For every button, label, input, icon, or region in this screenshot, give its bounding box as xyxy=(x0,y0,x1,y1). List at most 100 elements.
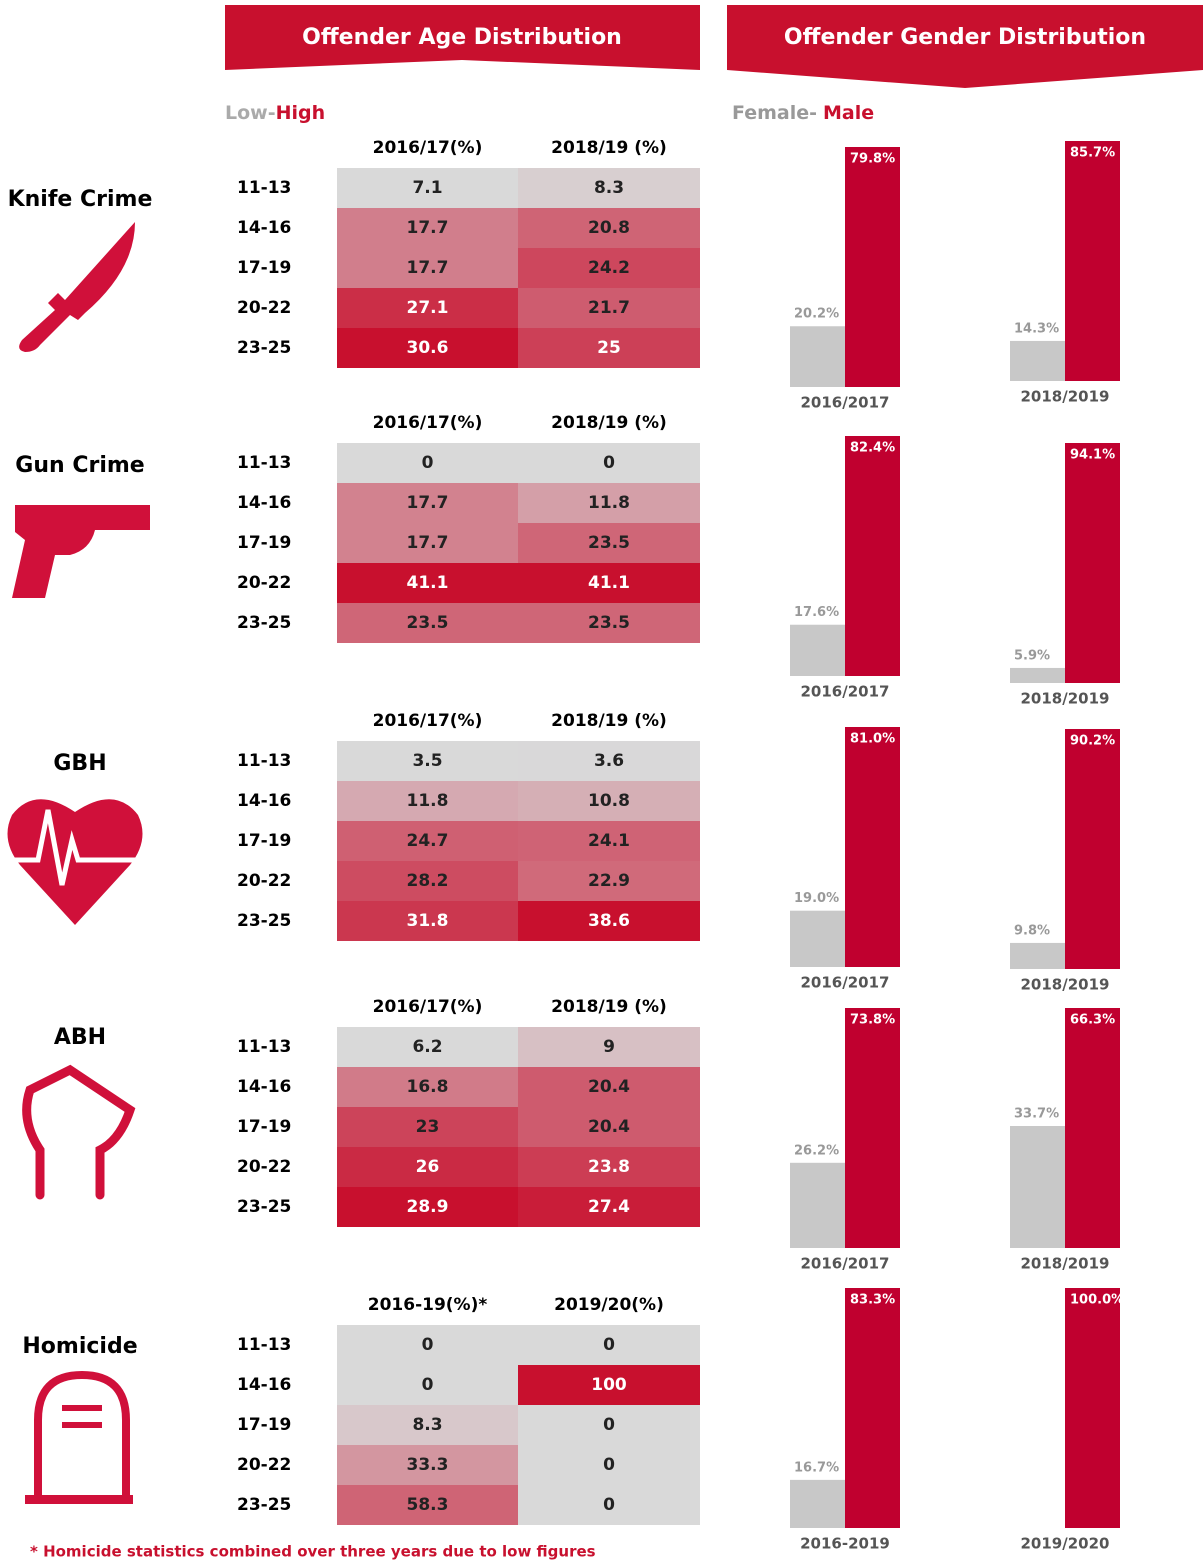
heat-cell xyxy=(518,741,700,781)
column-header: 2018/19 (%) xyxy=(551,138,667,158)
tomb-icon xyxy=(34,1370,130,1495)
column-header: 2016/17(%) xyxy=(373,138,483,158)
pulse-line xyxy=(10,809,145,886)
age-label: 11-13 xyxy=(237,1037,291,1057)
age-label: 20-22 xyxy=(237,573,291,593)
cell-value: 16.8 xyxy=(407,1077,449,1097)
period-label: 2016/2017 xyxy=(801,974,890,992)
heat-cell xyxy=(337,603,518,643)
cell-value: 17.7 xyxy=(407,258,449,278)
cell-value: 8.3 xyxy=(594,178,624,198)
bar-label: 33.7% xyxy=(1014,1107,1059,1122)
age-label: 11-13 xyxy=(237,1335,291,1355)
legend: Low-High xyxy=(225,102,325,124)
age-label: 23-25 xyxy=(237,1197,291,1217)
age-label: 23-25 xyxy=(237,911,291,931)
legend: Female- Male xyxy=(732,102,874,124)
cell-value: 11.8 xyxy=(407,791,449,811)
cell-value: 100 xyxy=(591,1375,627,1395)
bar-label: 9.8% xyxy=(1014,923,1050,938)
cell-value: 24.7 xyxy=(407,831,449,851)
gender-banner xyxy=(727,5,1203,88)
age-label: 17-19 xyxy=(237,258,291,278)
gender-bar xyxy=(1010,1126,1065,1248)
cell-value: 8.3 xyxy=(412,1415,442,1435)
period-label: 2016/2017 xyxy=(801,394,890,412)
heat-cell xyxy=(518,781,700,821)
age-banner xyxy=(225,5,700,70)
cell-value: 7.1 xyxy=(412,178,442,198)
age-label: 17-19 xyxy=(237,533,291,553)
heat-cell xyxy=(518,523,700,563)
heat-cell xyxy=(337,861,518,901)
cell-value: 58.3 xyxy=(407,1495,449,1515)
heat-cell xyxy=(518,168,700,208)
cell-value: 26 xyxy=(416,1157,440,1177)
age-label: 23-25 xyxy=(237,1495,291,1515)
cell-value: 27.4 xyxy=(588,1197,630,1217)
heat-cell xyxy=(337,1027,518,1067)
heat-cell xyxy=(518,1485,700,1525)
heat-cell xyxy=(518,248,700,288)
gender-bar xyxy=(845,727,900,967)
period-label: 2018/2019 xyxy=(1021,690,1110,708)
cell-value: 23.8 xyxy=(588,1157,630,1177)
heat-cell xyxy=(518,1107,700,1147)
bar-label: 20.2% xyxy=(794,307,839,322)
heat-cell xyxy=(337,248,518,288)
gender-bar xyxy=(1010,667,1065,683)
bar-label: 90.2% xyxy=(1070,734,1115,749)
heat-cell xyxy=(518,1325,700,1365)
cell-value: 23.5 xyxy=(588,613,630,633)
tomb-line xyxy=(62,1405,102,1411)
column-header: 2019/20(%) xyxy=(554,1295,664,1315)
age-label: 23-25 xyxy=(237,613,291,633)
cell-value: 25 xyxy=(597,338,621,358)
heat-cell xyxy=(337,781,518,821)
gender-bar xyxy=(845,436,900,676)
gender-bar xyxy=(1065,729,1120,969)
bar-label: 81.0% xyxy=(850,732,895,747)
heat-cell xyxy=(337,208,518,248)
period-label: 2016/2017 xyxy=(801,1255,890,1273)
icons xyxy=(7,222,150,1504)
heat-cell xyxy=(518,483,700,523)
heat-cell xyxy=(337,1405,518,1445)
cell-value: 0 xyxy=(603,1455,615,1475)
age-label: 20-22 xyxy=(237,1455,291,1475)
cell-value: 3.5 xyxy=(412,751,442,771)
legend-high: High xyxy=(276,102,326,124)
heat-cell xyxy=(518,288,700,328)
cell-value: 27.1 xyxy=(407,298,449,318)
heat-cell xyxy=(518,1445,700,1485)
cell-value: 22.9 xyxy=(588,871,630,891)
age-label: 11-13 xyxy=(237,751,291,771)
cell-value: 28.9 xyxy=(407,1197,449,1217)
heat-cell xyxy=(518,1405,700,1445)
age-label: 14-16 xyxy=(237,791,291,811)
cell-value: 11.8 xyxy=(588,493,630,513)
age-label: 17-19 xyxy=(237,1117,291,1137)
bar-label: 100.0% xyxy=(1070,1293,1124,1308)
age-label: 14-16 xyxy=(237,493,291,513)
heat-cell xyxy=(337,328,518,368)
cell-value: 24.2 xyxy=(588,258,630,278)
cell-value: 38.6 xyxy=(588,911,630,931)
cell-value: 17.7 xyxy=(407,533,449,553)
age-label: 14-16 xyxy=(237,1375,291,1395)
section-title: Gun Crime xyxy=(15,453,144,478)
cell-value: 33.3 xyxy=(407,1455,449,1475)
heat-cell xyxy=(518,1027,700,1067)
cell-value: 21.7 xyxy=(588,298,630,318)
gender-bar xyxy=(790,326,845,387)
age-label: 17-19 xyxy=(237,831,291,851)
heat-cell xyxy=(518,328,700,368)
cell-value: 0 xyxy=(422,1335,434,1355)
gender-bar xyxy=(845,1008,900,1248)
gender-bar xyxy=(1065,141,1120,381)
cell-value: 20.8 xyxy=(588,218,630,238)
age-label: 20-22 xyxy=(237,871,291,891)
cell-value: 0 xyxy=(422,1375,434,1395)
cell-value: 6.2 xyxy=(412,1037,442,1057)
